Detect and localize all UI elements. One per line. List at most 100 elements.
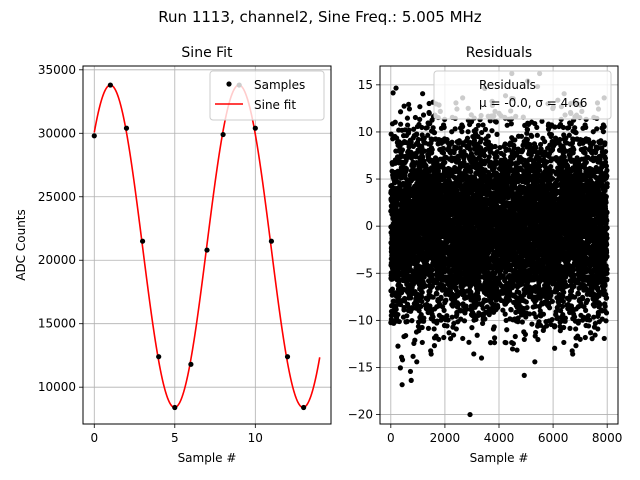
residual-point: [471, 351, 477, 357]
sine-fit-x-label: Sample #: [178, 451, 237, 465]
residual-point: [478, 136, 484, 142]
residual-point: [405, 122, 411, 128]
residual-point: [393, 85, 399, 91]
residual-point: [431, 343, 438, 349]
residual-point: [512, 333, 518, 340]
residual-point: [430, 314, 436, 320]
residual-point: [403, 332, 409, 339]
residual-point: [424, 124, 430, 131]
residual-point: [434, 318, 440, 324]
residual-point: [417, 104, 423, 110]
residual-point: [450, 332, 457, 338]
residual-point: [460, 335, 466, 342]
sine-fit-line: [93, 84, 321, 409]
sample-point: [156, 354, 162, 360]
sine-fit-y-tick-label: 25000: [38, 190, 76, 204]
residual-point: [422, 148, 428, 154]
sine-fit-y-label: ADC Counts: [14, 209, 28, 281]
residual-point: [411, 126, 417, 132]
residual-point: [491, 324, 497, 330]
residual-point: [416, 308, 422, 314]
residual-point: [425, 132, 431, 138]
residual-point: [399, 147, 406, 153]
sample-point: [204, 247, 210, 253]
residual-point: [415, 136, 421, 143]
residual-point: [429, 272, 436, 278]
residual-point: [406, 106, 413, 112]
residual-point: [409, 318, 415, 324]
residual-point: [429, 267, 435, 273]
residual-point: [465, 129, 471, 135]
residual-point: [430, 294, 436, 300]
residual-point: [398, 121, 404, 127]
residual-point: [420, 154, 426, 160]
residual-point: [449, 314, 455, 320]
residual-point: [480, 122, 486, 128]
residual-point: [482, 316, 488, 322]
legend-samples-marker: [226, 81, 232, 87]
residual-point: [494, 131, 500, 137]
residual-point: [401, 103, 407, 109]
sine-fit-y-tick-label: 10000: [38, 380, 76, 394]
residual-point: [504, 327, 510, 333]
residual-point: [501, 152, 507, 158]
residual-point: [482, 153, 488, 159]
residual-point: [403, 166, 409, 172]
residual-point: [441, 124, 447, 130]
residual-point: [410, 353, 416, 359]
sine-fit-legend-box: [209, 70, 325, 121]
sine-fit-grid: [83, 66, 331, 424]
residual-point: [482, 126, 489, 132]
residual-point: [430, 125, 436, 131]
residual-point: [464, 135, 471, 141]
residual-point: [449, 129, 455, 135]
residual-point: [404, 313, 410, 319]
residual-point: [434, 291, 440, 297]
residual-point: [407, 368, 414, 375]
residual-point: [474, 332, 480, 338]
residual-point: [421, 315, 427, 321]
residual-point: [491, 339, 498, 346]
figure-suptitle: Run 1113, channel2, Sine Freq.: 5.005 MH…: [158, 8, 482, 26]
legend-sine-fit-label: Sine fit: [254, 98, 296, 112]
sample-point: [123, 125, 130, 131]
residual-point: [466, 339, 472, 345]
residual-point: [467, 411, 473, 418]
legend-samples-label: Samples: [254, 78, 305, 92]
residual-point: [512, 137, 518, 143]
sample-point: [172, 404, 178, 411]
residual-point: [431, 326, 437, 332]
residual-point: [485, 133, 491, 139]
residual-point: [475, 296, 482, 302]
residual-point: [392, 119, 398, 125]
residual-point: [412, 114, 418, 121]
residual-point: [435, 168, 441, 174]
residual-point: [421, 135, 427, 141]
sine-fit-x-tick-label: 0: [90, 431, 98, 445]
residual-point: [422, 283, 429, 289]
residual-point: [425, 325, 432, 331]
residual-point: [391, 298, 397, 304]
residual-point: [419, 298, 425, 305]
residual-point: [440, 150, 447, 156]
residual-point: [503, 340, 509, 346]
residual-point: [418, 294, 425, 300]
residual-point: [419, 289, 425, 295]
sample-point: [301, 404, 307, 411]
residuals-title: Residuals: [466, 45, 532, 61]
residual-point: [444, 313, 450, 319]
residual-point: [441, 334, 447, 341]
residual-point: [412, 337, 418, 343]
residual-point: [453, 326, 459, 332]
residual-point: [419, 124, 425, 131]
sample-point: [284, 354, 291, 360]
residual-point: [461, 318, 468, 324]
residual-point: [514, 347, 520, 353]
residual-point: [440, 145, 446, 152]
residual-point: [446, 330, 452, 336]
sine-fit-curve: [93, 84, 321, 409]
residual-point: [388, 131, 394, 137]
sine-fit-y-tick-label: 15000: [38, 317, 76, 331]
